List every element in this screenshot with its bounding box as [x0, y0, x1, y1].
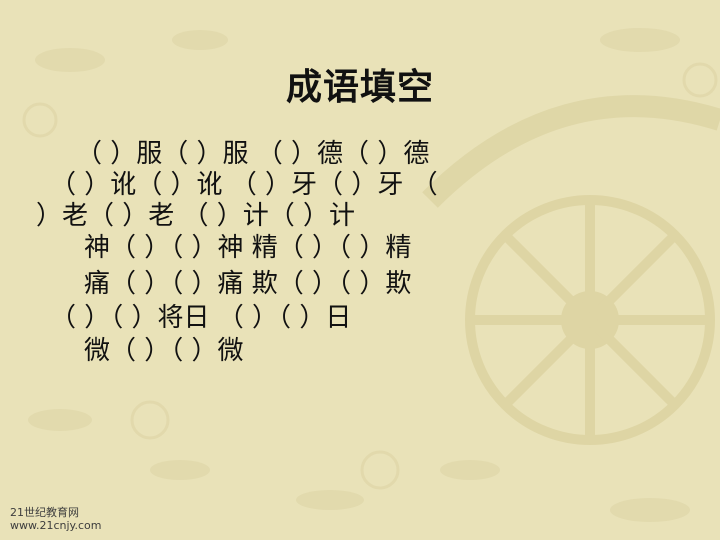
watermark-line-2: www.21cnjy.com	[10, 519, 102, 532]
idiom-line-1: （ ）服（ ）服 （ ）德（ ）德	[76, 139, 430, 169]
idiom-line-6: （ ）（ ）将日 （ ）（ ）日	[50, 303, 352, 333]
idiom-line-2: （ ）讹（ ）讹 （ ）牙（ ）牙 （	[50, 170, 438, 200]
slide-title: 成语填空	[285, 67, 434, 108]
site-watermark: 21世纪教育网 www.21cnjy.com	[10, 506, 101, 532]
watermark-line-1: 21世纪教育网	[10, 506, 79, 519]
idiom-line-7: 微（ ）（ ）微	[84, 336, 244, 366]
idiom-line-5: 痛（ ）（ ）痛 欺（ ）（ ）欺	[84, 269, 412, 299]
idiom-line-4: 神（ ）（ ）神 精（ ）（ ）精	[84, 233, 412, 263]
idiom-line-3: ）老（ ）老 （ ）计（ ）计	[36, 201, 356, 231]
